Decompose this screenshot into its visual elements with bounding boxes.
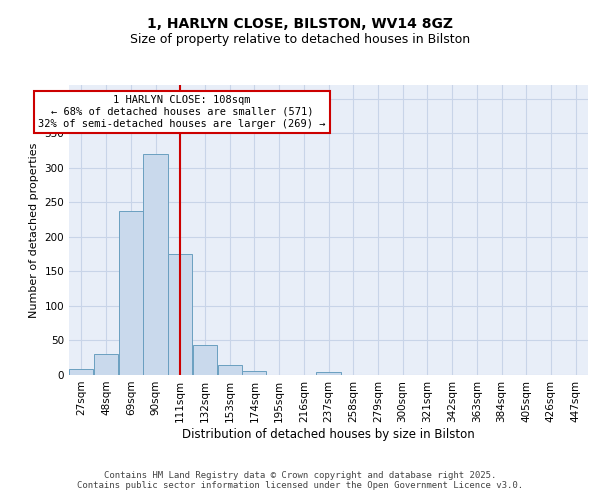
Bar [168, 254, 193, 375]
Bar [316, 372, 341, 375]
X-axis label: Distribution of detached houses by size in Bilston: Distribution of detached houses by size … [182, 428, 475, 440]
Bar [143, 154, 167, 375]
Text: 1 HARLYN CLOSE: 108sqm
← 68% of detached houses are smaller (571)
32% of semi-de: 1 HARLYN CLOSE: 108sqm ← 68% of detached… [38, 96, 326, 128]
Bar [94, 354, 118, 375]
Bar [193, 344, 217, 375]
Text: 1, HARLYN CLOSE, BILSTON, WV14 8GZ: 1, HARLYN CLOSE, BILSTON, WV14 8GZ [147, 18, 453, 32]
Bar [242, 371, 266, 375]
Y-axis label: Number of detached properties: Number of detached properties [29, 142, 39, 318]
Text: Contains HM Land Registry data © Crown copyright and database right 2025.
Contai: Contains HM Land Registry data © Crown c… [77, 470, 523, 490]
Bar [218, 364, 242, 375]
Bar [69, 370, 94, 375]
Bar [119, 210, 143, 375]
Text: Size of property relative to detached houses in Bilston: Size of property relative to detached ho… [130, 32, 470, 46]
